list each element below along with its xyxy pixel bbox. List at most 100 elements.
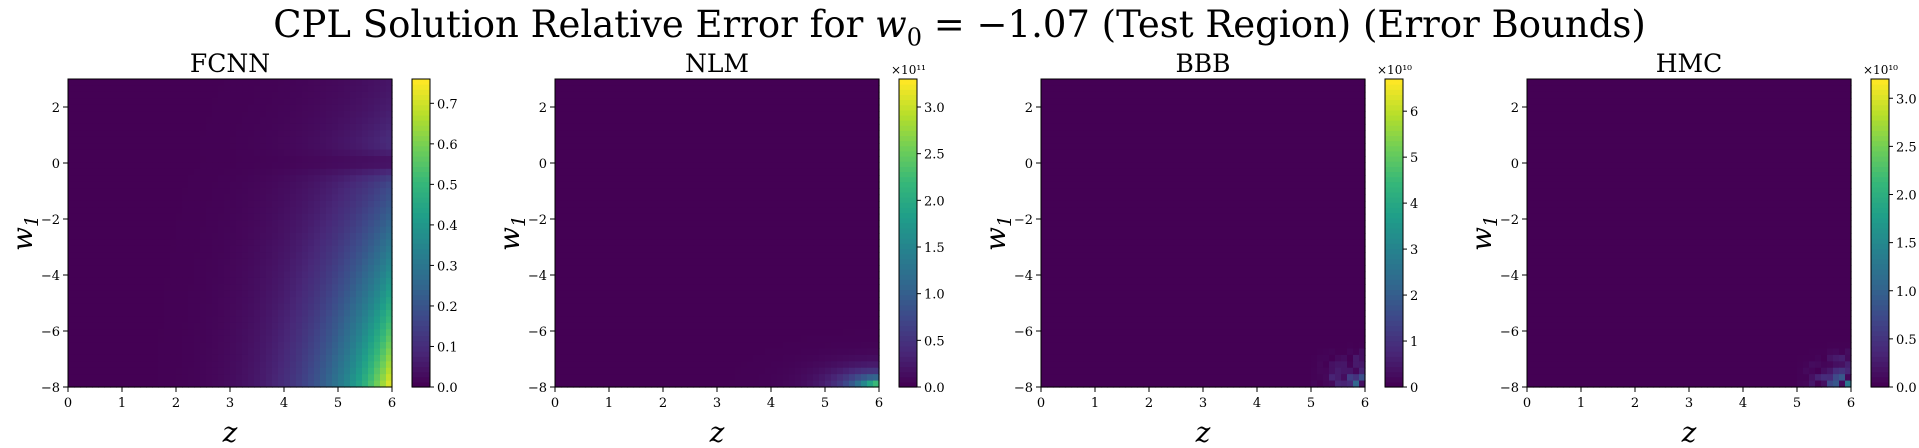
heatmap-cell (362, 194, 369, 202)
heatmap-cell (825, 162, 832, 170)
heatmap-cell (801, 98, 808, 106)
heatmap-cell (573, 310, 580, 318)
heatmap-cell (585, 310, 592, 318)
heatmap-cell (855, 245, 862, 253)
heatmap-cell (855, 188, 862, 196)
heatmap-cell (615, 348, 622, 356)
heatmap-cell (230, 188, 237, 196)
heatmap-cell (272, 162, 279, 170)
heatmap-cell (621, 168, 628, 176)
heatmap-cell (236, 213, 243, 221)
heatmap-cell (771, 252, 778, 260)
heatmap-cell (579, 200, 586, 208)
heatmap-cell (128, 181, 135, 189)
heatmap-cell (170, 233, 177, 241)
heatmap-cell (284, 265, 291, 273)
heatmap-cell (68, 258, 75, 266)
heatmap-cell (224, 175, 231, 183)
heatmap-cell (861, 162, 868, 170)
heatmap-cell (188, 354, 195, 362)
heatmap-cell (128, 156, 135, 164)
heatmap-cell (212, 162, 219, 170)
heatmap-cell (260, 220, 267, 228)
heatmap-cell (278, 156, 285, 164)
heatmap-cell (122, 123, 129, 131)
heatmap-cell (350, 233, 357, 241)
heatmap-cell (338, 123, 345, 131)
heatmap-cell (278, 297, 285, 305)
heatmap-cell (621, 297, 628, 305)
heatmap-cell (326, 143, 333, 151)
heatmap-cell (855, 329, 862, 337)
heatmap-cell (248, 213, 255, 221)
heatmap-cell (609, 284, 616, 292)
heatmap-cell (729, 149, 736, 157)
heatmap-cell (350, 380, 357, 388)
heatmap-cell (326, 380, 333, 388)
heatmap-cell (332, 98, 339, 106)
heatmap-cell (158, 380, 165, 388)
heatmap-cell (795, 265, 802, 273)
heatmap-cell (801, 175, 808, 183)
heatmap-cell (789, 271, 796, 279)
heatmap-cell (783, 213, 790, 221)
heatmap-cell (759, 85, 766, 93)
heatmap-cell (747, 310, 754, 318)
heatmap-cell (170, 361, 177, 369)
heatmap-cell (110, 277, 117, 285)
heatmap-cell (194, 297, 201, 305)
heatmap-cell (230, 200, 237, 208)
heatmap-cell (723, 322, 730, 330)
heatmap-cell (723, 149, 730, 157)
heatmap-cell (368, 348, 375, 356)
heatmap-cell (579, 188, 586, 196)
heatmap-cell (290, 188, 297, 196)
heatmap-cell (627, 123, 634, 131)
heatmap-cell (272, 156, 279, 164)
heatmap-cell (248, 194, 255, 202)
heatmap-cell (627, 117, 634, 125)
heatmap-cell (819, 322, 826, 330)
heatmap-cell (134, 354, 141, 362)
heatmap-cell (326, 367, 333, 375)
heatmap-cell (759, 329, 766, 337)
heatmap-cell (735, 181, 742, 189)
heatmap-cell (585, 213, 592, 221)
heatmap-cell (116, 123, 123, 131)
heatmap-cell (741, 258, 748, 266)
heatmap-cell (146, 271, 153, 279)
heatmap-cell (164, 380, 171, 388)
heatmap-cell (212, 213, 219, 221)
heatmap-cell (795, 136, 802, 144)
heatmap-cell (200, 335, 207, 343)
heatmap-cell (344, 123, 351, 131)
heatmap-cell (224, 79, 231, 87)
heatmap-cell (254, 130, 261, 138)
heatmap-cell (609, 156, 616, 164)
heatmap-cell (567, 303, 574, 311)
heatmap-cell (380, 348, 387, 356)
heatmap-cell (164, 130, 171, 138)
heatmap-cell (813, 130, 820, 138)
heatmap-cell (242, 226, 249, 234)
heatmap-cell (350, 181, 357, 189)
heatmap-cell (230, 342, 237, 350)
heatmap-cell (188, 162, 195, 170)
heatmap-cell (819, 226, 826, 234)
heatmap-cell (555, 143, 562, 151)
heatmap-cell (104, 91, 111, 99)
heatmap-cell (837, 143, 844, 151)
heatmap-cell (645, 130, 652, 138)
heatmap-cell (639, 79, 646, 87)
heatmap-cell (290, 98, 297, 106)
heatmap-cell (705, 226, 712, 234)
heatmap-cell (284, 200, 291, 208)
heatmap-cell (200, 200, 207, 208)
heatmap-cell (603, 188, 610, 196)
heatmap-cell (855, 316, 862, 324)
heatmap-cell (657, 252, 664, 260)
heatmap-cell (200, 181, 207, 189)
heatmap-cell (200, 117, 207, 125)
heatmap-cell (651, 162, 658, 170)
heatmap-cell (308, 258, 315, 266)
